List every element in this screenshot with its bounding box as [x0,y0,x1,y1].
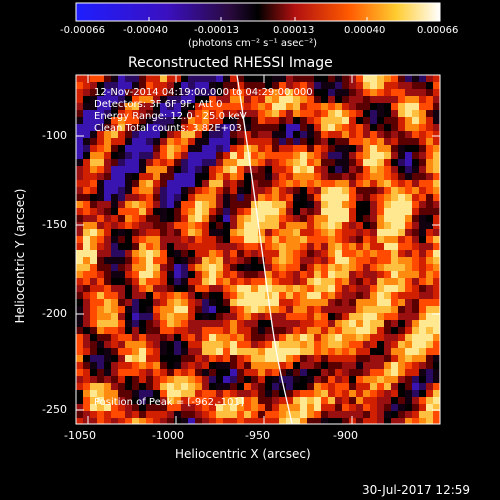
colorbar-tick-label: -0.00013 [194,25,239,36]
y-tick-label: -100 [42,129,67,142]
info-energy: Energy Range: 12.0 - 25.0 keV [94,111,247,122]
x-tick-label: -950 [245,429,270,442]
info-detectors: Detectors: 3F 6F 9F, Att 0 [94,99,223,110]
x-axis-label: Heliocentric X (arcsec) [175,447,311,461]
y-tick-label: -250 [42,403,67,416]
info-peak-position: Position of Peak = [-962,-101] [94,397,244,408]
x-tick-label: -900 [333,429,358,442]
colorbar-units: (photons cm⁻² s⁻¹ asec⁻²) [188,38,318,49]
image-pixels [76,75,440,424]
info-clean: Clean Total counts: 3.82E+03 [94,123,242,134]
colorbar-tick-label: 0.00066 [417,25,459,36]
colorbar-tick-label: -0.00040 [123,25,168,36]
timestamp: 30-Jul-2017 12:59 [362,483,471,497]
colorbar-tick-label: -0.00066 [60,25,105,36]
y-tick-label: -150 [42,218,67,231]
info-time-range: 12-Nov-2014 04:19:00.000 to 04:29:00.000 [94,87,313,98]
colorbar-gradient [75,2,441,22]
colorbar-tick-label: 0.00040 [344,25,386,36]
y-axis-label: Heliocentric Y (arcsec) [13,188,27,324]
plot-title: Reconstructed RHESSI Image [128,55,333,71]
y-tick-label: -200 [42,307,67,320]
y-ticks [76,135,440,411]
solar-limb-line [236,74,293,425]
colorbar-tick-label: 0.00013 [273,25,315,36]
x-tick-label: -1000 [152,429,184,442]
x-ticks [87,75,353,424]
plot-frame [75,74,441,425]
x-tick-label: -1050 [64,429,96,442]
